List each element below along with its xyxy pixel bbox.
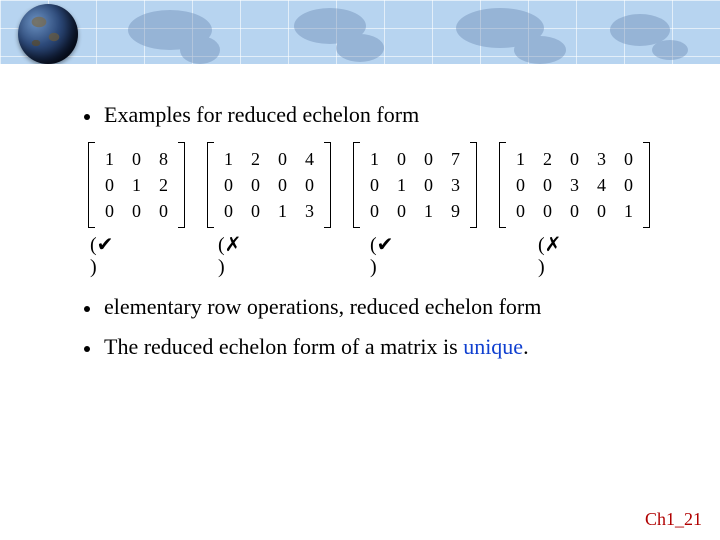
bullet-2: elementary row operations, reduced echel… bbox=[60, 294, 660, 320]
matrix-3-body: 1007 0103 0019 bbox=[353, 142, 477, 228]
bullet-1-text: Examples for reduced echelon form bbox=[104, 102, 419, 128]
bullet-dot bbox=[84, 346, 90, 352]
matrix-1-table: 108 012 000 bbox=[96, 146, 177, 224]
x-icon: ✗ bbox=[545, 234, 562, 256]
matrix-2-table: 1204 0000 0013 bbox=[215, 146, 323, 224]
matrix-3-table: 1007 0103 0019 bbox=[361, 146, 469, 224]
bullet-3-text: The reduced echelon form of a matrix is … bbox=[104, 334, 529, 360]
bullet-3: The reduced echelon form of a matrix is … bbox=[60, 334, 660, 360]
annotation-2: (✗ ) bbox=[218, 234, 370, 278]
matrix-2: 1204 0000 0013 bbox=[207, 142, 331, 228]
bullet-dot bbox=[84, 306, 90, 312]
check-icon: ✔ bbox=[97, 234, 114, 256]
bullet-dot bbox=[84, 114, 90, 120]
header-band bbox=[0, 0, 720, 72]
bullet-2-text: elementary row operations, reduced echel… bbox=[104, 294, 541, 320]
matrix-2-body: 1204 0000 0013 bbox=[207, 142, 331, 228]
bullet-1: Examples for reduced echelon form bbox=[60, 102, 660, 128]
matrix-4: 12030 00340 00001 bbox=[499, 142, 650, 228]
matrix-1-body: 108 012 000 bbox=[88, 142, 185, 228]
annotation-3: (✔ ) bbox=[370, 234, 538, 278]
slide-content: Examples for reduced echelon form 108 01… bbox=[0, 72, 720, 360]
matrices-row: 108 012 000 1204 0000 0013 1007 0103 bbox=[88, 142, 660, 228]
header-continents bbox=[0, 0, 720, 72]
matrix-3: 1007 0103 0019 bbox=[353, 142, 477, 228]
annotations-row: (✔ ) (✗ ) (✔ ) (✗ ) bbox=[90, 234, 660, 278]
matrix-4-body: 12030 00340 00001 bbox=[499, 142, 650, 228]
check-icon: ✔ bbox=[377, 234, 394, 256]
matrix-1: 108 012 000 bbox=[88, 142, 185, 228]
unique-word: unique bbox=[463, 334, 523, 359]
annotation-4: (✗ ) bbox=[538, 234, 561, 278]
annotation-1: (✔ ) bbox=[90, 234, 218, 278]
x-icon: ✗ bbox=[225, 234, 242, 256]
globe-icon bbox=[18, 4, 78, 64]
slide-footer: Ch1_21 bbox=[645, 509, 702, 530]
matrix-4-table: 12030 00340 00001 bbox=[507, 146, 642, 224]
header-divider bbox=[0, 64, 720, 72]
